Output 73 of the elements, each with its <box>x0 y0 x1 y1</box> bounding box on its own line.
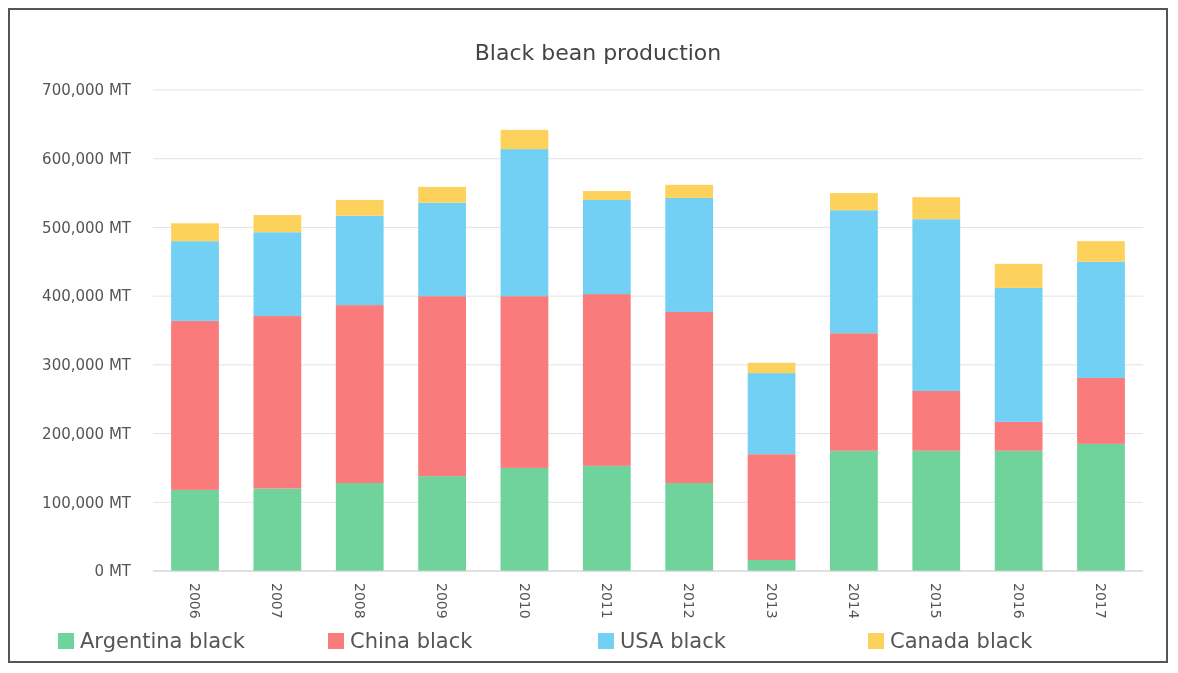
x-tick-label: 2016 <box>1010 583 1027 619</box>
x-tick-label: 2008 <box>351 583 368 619</box>
x-tick-label: 2011 <box>598 583 615 619</box>
y-tick-label: 400,000 MT <box>42 287 132 306</box>
bar <box>418 476 466 571</box>
bar <box>582 465 631 571</box>
chart-title: Black bean production <box>474 40 722 65</box>
y-tick-label: 0 MT <box>94 562 132 581</box>
bar <box>665 197 714 312</box>
bar <box>171 241 219 321</box>
x-tick-label: 2014 <box>846 583 863 619</box>
bar <box>912 197 961 220</box>
bar <box>830 193 878 211</box>
bar <box>335 305 384 484</box>
y-tick-label: 500,000 MT <box>42 218 132 237</box>
bar <box>912 219 961 391</box>
legend-label: China black <box>350 629 474 654</box>
bar <box>253 215 302 233</box>
y-tick-label: 700,000 MT <box>42 81 132 100</box>
bar <box>665 184 714 198</box>
bar <box>500 467 549 571</box>
bar <box>171 320 219 490</box>
bar <box>747 454 796 561</box>
bar <box>994 421 1043 451</box>
bar <box>747 560 796 571</box>
bar <box>171 223 219 242</box>
bar <box>994 263 1043 288</box>
bar <box>665 311 714 484</box>
legend-label: Argentina black <box>80 629 246 654</box>
y-tick-label: 200,000 MT <box>42 424 132 443</box>
bar <box>912 390 961 451</box>
bar <box>500 149 549 297</box>
y-tick-label: 100,000 MT <box>42 493 132 512</box>
bar <box>582 294 631 466</box>
bar <box>253 316 302 489</box>
x-tick-label: 2015 <box>928 583 945 619</box>
x-tick-label: 2009 <box>434 583 451 619</box>
bar <box>912 450 961 571</box>
bar <box>500 129 549 150</box>
legend-label: USA black <box>620 629 727 654</box>
bar <box>830 333 878 451</box>
bar <box>500 296 549 468</box>
bar <box>171 489 219 571</box>
bar <box>253 488 302 571</box>
legend-label: Canada black <box>890 629 1034 654</box>
bar <box>1077 377 1125 444</box>
bar <box>335 215 384 306</box>
bar <box>665 483 714 571</box>
bar <box>747 373 796 455</box>
y-tick-label: 300,000 MT <box>42 356 132 375</box>
x-tick-label: 2017 <box>1093 583 1110 619</box>
bar <box>582 191 631 200</box>
bar <box>335 483 384 571</box>
bar <box>994 287 1043 422</box>
bar <box>418 186 466 203</box>
bar <box>830 210 878 334</box>
x-tick-label: 2013 <box>763 583 780 619</box>
bar <box>1077 261 1125 378</box>
bar <box>830 450 878 571</box>
x-tick-label: 2007 <box>269 583 286 619</box>
bar <box>253 232 302 317</box>
y-tick-label: 600,000 MT <box>42 149 132 168</box>
bar <box>335 199 384 216</box>
x-tick-label: 2010 <box>516 583 533 619</box>
bar <box>418 202 466 297</box>
x-tick-label: 2012 <box>681 583 698 619</box>
bar <box>418 296 466 477</box>
bar <box>1077 443 1125 571</box>
bar <box>747 362 796 374</box>
bar <box>1077 241 1125 262</box>
bar <box>582 199 631 295</box>
bar <box>994 450 1043 571</box>
x-tick-label: 2006 <box>187 583 204 619</box>
